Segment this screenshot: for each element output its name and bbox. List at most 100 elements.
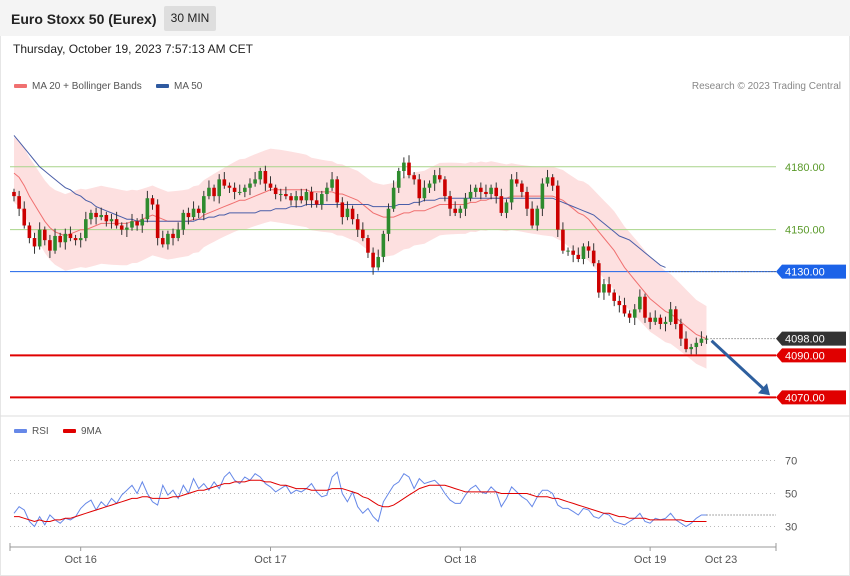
candle-108 xyxy=(566,247,570,256)
candle-127 xyxy=(663,316,668,332)
candle-8 xyxy=(53,228,57,254)
candle-body xyxy=(350,208,355,220)
legend-ma20-bollinger[interactable]: MA 20 + Bollinger Bands xyxy=(14,81,142,92)
candle-59 xyxy=(314,192,319,208)
candle-118 xyxy=(617,295,622,313)
candle-41 xyxy=(222,172,227,189)
candle-117 xyxy=(612,289,617,307)
candle-body xyxy=(525,191,529,209)
candle-133 xyxy=(694,337,699,355)
candle-body xyxy=(68,233,73,239)
candle-body xyxy=(273,187,278,195)
candle-77 xyxy=(407,155,411,179)
candle-body xyxy=(361,229,365,239)
candle-16 xyxy=(94,207,98,225)
candle-body xyxy=(289,196,293,201)
candle-52 xyxy=(278,188,283,202)
candle-body xyxy=(561,229,565,251)
candle-body xyxy=(248,183,252,188)
candle-68 xyxy=(361,222,365,242)
candle-body xyxy=(345,208,350,218)
candle-body xyxy=(427,183,432,188)
candle-body xyxy=(489,187,493,195)
candle-67 xyxy=(355,213,360,237)
candle-18 xyxy=(104,211,109,227)
candle-87 xyxy=(458,205,463,219)
candle-body xyxy=(109,219,114,222)
candle-body xyxy=(150,198,155,205)
candle-85 xyxy=(448,190,452,217)
candle-20 xyxy=(114,211,119,229)
candle-body xyxy=(145,198,150,220)
candle-body xyxy=(22,208,27,226)
candle-38 xyxy=(207,180,211,200)
candle-body xyxy=(294,196,298,201)
candle-body xyxy=(417,179,422,199)
candle-body xyxy=(566,250,570,252)
candle-135 xyxy=(704,335,709,344)
legend-rsi-ma[interactable]: 9MA xyxy=(63,426,102,437)
candle-11 xyxy=(68,226,73,242)
candle-body xyxy=(622,305,627,314)
candle-body xyxy=(94,212,98,218)
candle-96 xyxy=(504,199,509,219)
legend-swatch-rsi-ma xyxy=(63,429,76,434)
candle-22 xyxy=(125,222,129,237)
candle-body xyxy=(160,238,165,245)
candle-body xyxy=(704,338,709,340)
candle-body xyxy=(371,252,375,268)
candle-124 xyxy=(648,312,652,330)
candle-115 xyxy=(602,278,606,300)
forecast-arrow-shaft xyxy=(710,339,766,391)
candle-79 xyxy=(417,174,422,206)
candle-84 xyxy=(443,176,447,202)
candle-56 xyxy=(299,188,304,204)
candle-105 xyxy=(550,174,555,191)
candle-101 xyxy=(530,201,534,229)
candle-119 xyxy=(622,297,627,317)
candle-body xyxy=(550,177,555,186)
candle-113 xyxy=(591,243,596,267)
candle-body xyxy=(32,238,37,247)
candle-body xyxy=(12,191,16,197)
candle-23 xyxy=(130,213,134,231)
candle-body xyxy=(473,187,478,192)
candle-70 xyxy=(371,247,375,275)
candle-42 xyxy=(227,182,232,193)
candle-12 xyxy=(73,234,78,246)
candle-51 xyxy=(273,184,278,200)
candle-body xyxy=(340,202,345,218)
rsi-tick-label-70: 70 xyxy=(785,456,797,468)
legend-ma50[interactable]: MA 50 xyxy=(156,81,202,92)
x-tick-label-0: Oct 16 xyxy=(64,554,96,566)
candle-37 xyxy=(202,190,206,221)
candle-46 xyxy=(248,178,252,196)
candle-98 xyxy=(514,172,519,187)
candle-body xyxy=(73,238,78,241)
candle-body xyxy=(412,175,416,180)
candle-body xyxy=(227,185,232,188)
candle-body xyxy=(684,338,688,350)
candle-129 xyxy=(673,306,678,330)
candle-80 xyxy=(422,180,427,202)
candle-body xyxy=(119,225,124,230)
candle-body xyxy=(135,221,139,226)
candle-body xyxy=(176,229,180,239)
timeframe-badge[interactable]: 30 MIN xyxy=(164,6,216,31)
rsi-tick-label-50: 50 xyxy=(785,489,797,501)
candle-body xyxy=(648,317,652,322)
candle-body xyxy=(125,227,129,230)
legend-swatch-rsi xyxy=(14,429,27,434)
candle-body xyxy=(212,187,216,197)
rsi-line xyxy=(13,471,707,528)
candle-body xyxy=(155,204,160,239)
candle-body xyxy=(191,208,196,218)
candle-body xyxy=(309,191,314,201)
legend-rsi[interactable]: RSI xyxy=(14,426,49,437)
candle-body xyxy=(27,225,32,239)
candle-104 xyxy=(545,169,550,187)
candle-83 xyxy=(437,167,442,183)
candle-39 xyxy=(212,184,216,202)
candle-body xyxy=(463,198,468,209)
candle-body xyxy=(114,219,119,226)
